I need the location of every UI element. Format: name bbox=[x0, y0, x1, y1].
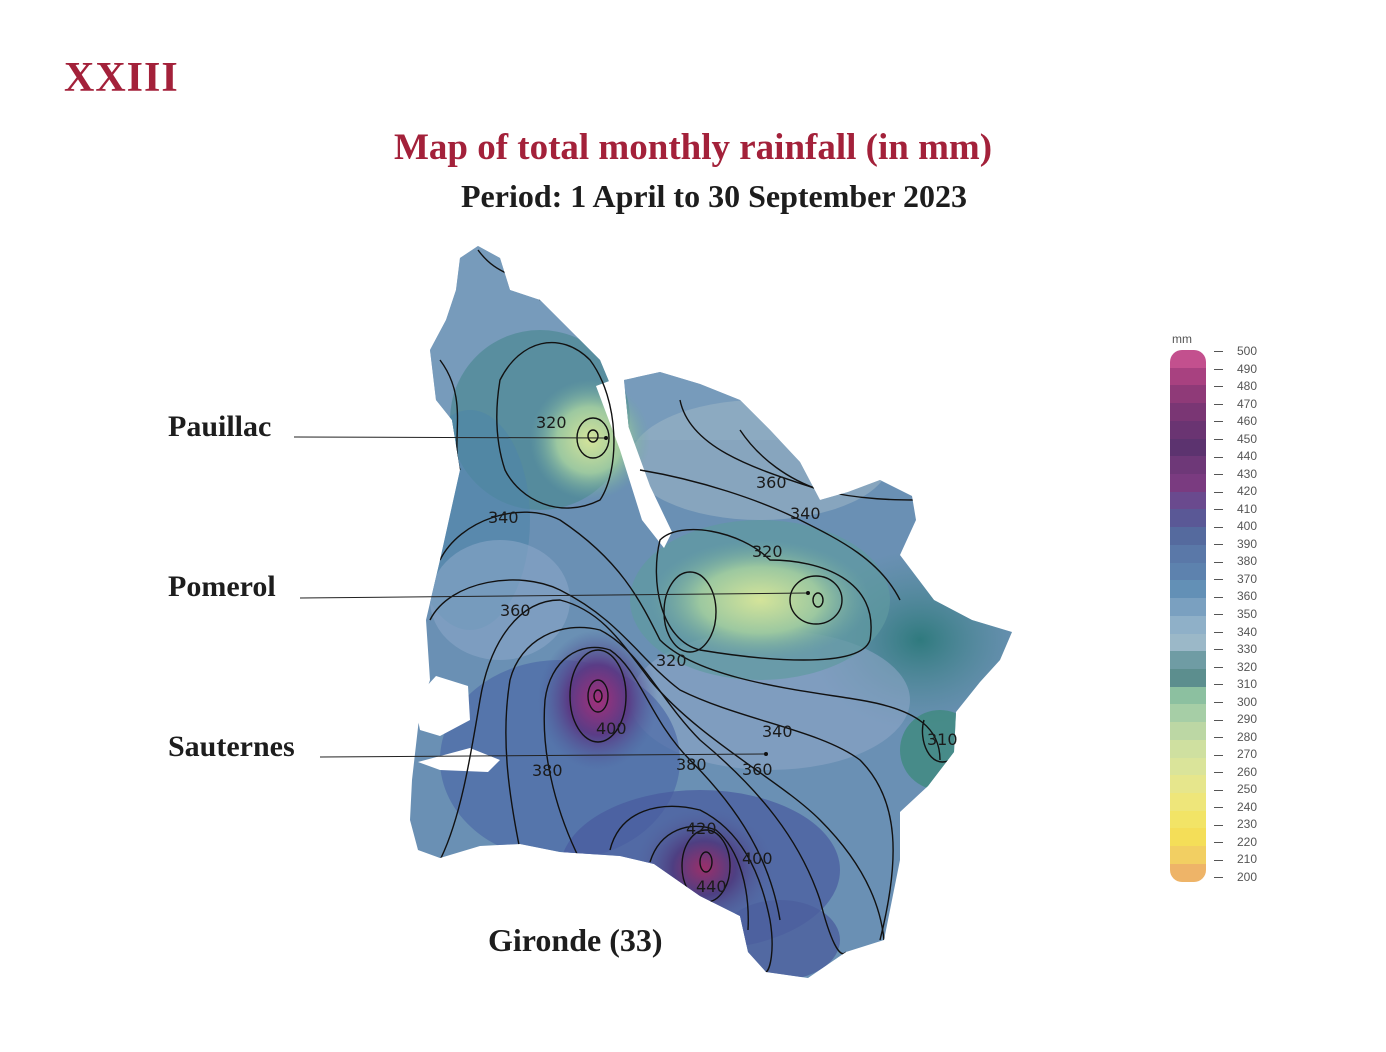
contour-label: 320 bbox=[752, 542, 783, 561]
legend-unit: mm bbox=[1172, 332, 1192, 346]
legend-color-step bbox=[1170, 580, 1206, 599]
legend-color-step bbox=[1170, 456, 1206, 475]
legend-tick-label: 300 bbox=[1214, 695, 1257, 709]
legend-color-step bbox=[1170, 739, 1206, 758]
legend-tick-label: 370 bbox=[1214, 572, 1257, 586]
contour-label: 360 bbox=[742, 760, 773, 779]
legend-tick-label: 320 bbox=[1214, 660, 1257, 674]
legend-tick-label: 220 bbox=[1214, 835, 1257, 849]
legend-color-step bbox=[1170, 686, 1206, 705]
legend-color-step bbox=[1170, 403, 1206, 421]
legend-ticks: 500 490 480 470 460 450 440 430 420 410 400 390 380 3… bbox=[1214, 344, 1284, 888]
contour-labels: 320 340 360 360 340 320 320 310 340 400 … bbox=[488, 413, 958, 896]
legend-tick-label: 360 bbox=[1214, 589, 1257, 603]
legend-tick-label: 290 bbox=[1214, 712, 1257, 726]
chapter-number: XXIII bbox=[64, 55, 179, 101]
legend-color-step bbox=[1170, 846, 1206, 864]
contour-label: 340 bbox=[488, 508, 519, 527]
legend-tick-label: 460 bbox=[1214, 414, 1257, 428]
legend-color-step bbox=[1170, 385, 1206, 404]
contour-label: 400 bbox=[742, 849, 773, 868]
contour-label: 340 bbox=[762, 722, 793, 741]
legend-color-step bbox=[1170, 704, 1206, 723]
legend-tick-label: 400 bbox=[1214, 519, 1257, 533]
contour-lines bbox=[429, 249, 951, 973]
contour-label: 310 bbox=[927, 730, 958, 749]
legend-color-step bbox=[1170, 775, 1206, 793]
sauternes-marker bbox=[764, 752, 768, 756]
legend-color-step bbox=[1170, 598, 1206, 616]
legend-color-step bbox=[1170, 668, 1206, 687]
contour-label: 440 bbox=[696, 877, 727, 896]
legend-tick-label: 440 bbox=[1214, 449, 1257, 463]
color-legend: mm 500 490 480 470 460 450 440 430 420 410 400 390 3… bbox=[1168, 330, 1278, 890]
legend-tick-label: 350 bbox=[1214, 607, 1257, 621]
legend-color-step bbox=[1170, 562, 1206, 581]
map-title: Map of total monthly rainfall (in mm) bbox=[393, 127, 993, 168]
legend-color-step bbox=[1170, 420, 1206, 439]
legend-tick-label: 380 bbox=[1214, 554, 1257, 568]
region-label: Gironde (33) bbox=[488, 922, 663, 958]
pauillac-marker bbox=[604, 436, 608, 440]
legend-tick-label: 490 bbox=[1214, 362, 1257, 376]
legend-tick-label: 430 bbox=[1214, 467, 1257, 481]
legend-color-step bbox=[1170, 350, 1206, 368]
legend-color-step bbox=[1170, 757, 1206, 776]
legend-tick-label: 390 bbox=[1214, 537, 1257, 551]
legend-tick-label: 250 bbox=[1214, 782, 1257, 796]
legend-tick-label: 410 bbox=[1214, 502, 1257, 516]
legend-tick-label: 270 bbox=[1214, 747, 1257, 761]
legend-tick-label: 470 bbox=[1214, 397, 1257, 411]
label-sauternes: Sauternes bbox=[168, 730, 295, 763]
gironde-estuary bbox=[596, 380, 672, 548]
legend-color-bar bbox=[1170, 350, 1206, 882]
legend-tick-label: 230 bbox=[1214, 817, 1257, 831]
leader-lines bbox=[293, 436, 809, 758]
legend-tick-label: 500 bbox=[1214, 344, 1257, 358]
legend-tick-label: 450 bbox=[1214, 432, 1257, 446]
legend-color-step bbox=[1170, 722, 1206, 740]
contour-label: 320 bbox=[536, 413, 567, 432]
legend-color-step bbox=[1170, 863, 1206, 882]
legend-color-step bbox=[1170, 544, 1206, 563]
legend-tick-label: 420 bbox=[1214, 484, 1257, 498]
legend-color-step bbox=[1170, 810, 1206, 829]
lake bbox=[414, 676, 470, 736]
label-pomerol: Pomerol bbox=[168, 570, 276, 603]
legend-tick-label: 480 bbox=[1214, 379, 1257, 393]
contour-label: 360 bbox=[756, 473, 787, 492]
contour-label: 360 bbox=[500, 601, 531, 620]
legend-tick-label: 340 bbox=[1214, 625, 1257, 639]
contour-label: 320 bbox=[656, 651, 687, 670]
contour-label: 380 bbox=[532, 761, 563, 780]
legend-tick-label: 310 bbox=[1214, 677, 1257, 691]
legend-color-step bbox=[1170, 633, 1206, 652]
map-subtitle: Period: 1 April to 30 September 2023 bbox=[460, 178, 967, 214]
legend-color-step bbox=[1170, 474, 1206, 492]
contour-label: 380 bbox=[676, 755, 707, 774]
contour-label: 340 bbox=[790, 504, 821, 523]
legend-color-step bbox=[1170, 438, 1206, 457]
legend-tick-label: 240 bbox=[1214, 800, 1257, 814]
legend-color-step bbox=[1170, 792, 1206, 811]
contour-label: 400 bbox=[596, 719, 627, 738]
legend-color-step bbox=[1170, 367, 1206, 386]
legend-tick-label: 280 bbox=[1214, 730, 1257, 744]
legend-color-step bbox=[1170, 615, 1206, 634]
legend-color-step bbox=[1170, 491, 1206, 510]
legend-tick-label: 260 bbox=[1214, 765, 1257, 779]
legend-color-step bbox=[1170, 651, 1206, 669]
pomerol-marker bbox=[806, 591, 810, 595]
legend-color-step bbox=[1170, 527, 1206, 545]
legend-color-step bbox=[1170, 509, 1206, 528]
bay bbox=[418, 748, 500, 772]
contour-label: 420 bbox=[686, 819, 717, 838]
legend-color-step bbox=[1170, 828, 1206, 847]
legend-tick-label: 330 bbox=[1214, 642, 1257, 656]
legend-tick-label: 210 bbox=[1214, 852, 1257, 866]
legend-tick-label: 200 bbox=[1214, 870, 1257, 884]
label-pauillac: Pauillac bbox=[168, 410, 272, 443]
